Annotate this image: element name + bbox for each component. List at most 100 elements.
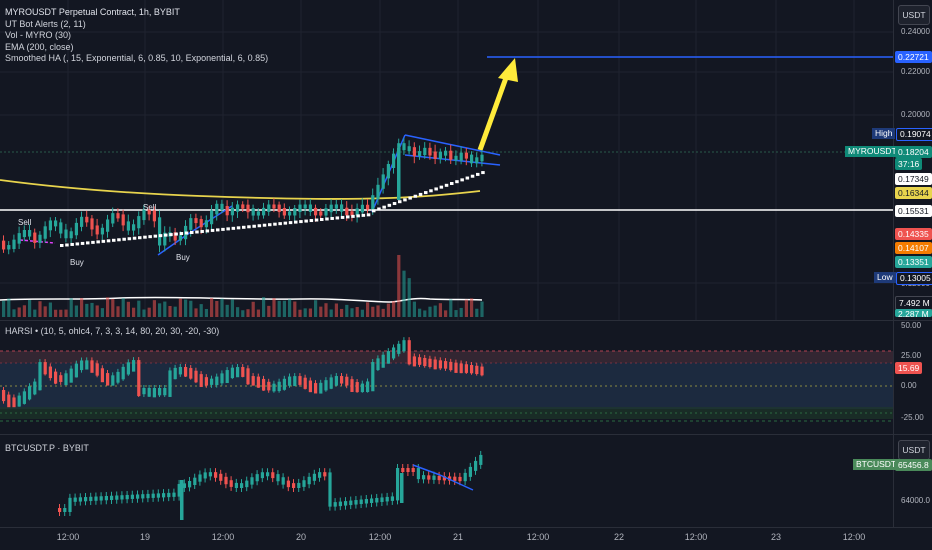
harsi-body <box>308 380 312 393</box>
symbol-title[interactable]: MYROUSDT Perpetual Contract, 1h, BYBIT <box>5 7 180 17</box>
btc-body <box>411 468 415 472</box>
candle-body <box>319 211 323 216</box>
indicator-volume[interactable]: Vol - MYRO (30) <box>5 30 72 40</box>
volume-bar <box>444 310 448 317</box>
btc-body <box>422 475 426 480</box>
candle-body <box>225 206 229 216</box>
candle-body <box>334 204 338 209</box>
main-price-pane[interactable]: MYROUSDT Perpetual Contract, 1h, BYBIT U… <box>0 0 932 320</box>
ha-marker <box>106 239 111 243</box>
candle-body <box>54 220 58 227</box>
currency-button[interactable]: USDT <box>898 5 930 25</box>
btc-body <box>162 493 166 498</box>
harsi-body <box>22 391 26 404</box>
volume-bar <box>277 300 281 317</box>
btc-body <box>266 472 270 477</box>
harsi-body <box>189 368 193 379</box>
btc-body <box>167 492 171 498</box>
harsi-body <box>116 371 120 383</box>
flag-pattern <box>19 134 501 256</box>
btc-body <box>110 495 114 500</box>
btc-body <box>442 476 446 481</box>
candle-body <box>314 207 318 216</box>
ha-marker <box>418 192 423 196</box>
harsi-body <box>184 367 188 377</box>
candle-body <box>137 216 141 229</box>
btc-legend[interactable]: BTCUSDT.P · BYBIT <box>5 443 89 453</box>
btc-body <box>364 499 368 504</box>
indicator-ut-bot[interactable]: UT Bot Alerts (2, 11) <box>5 18 86 29</box>
harsi-body <box>438 360 442 369</box>
btc-currency-button[interactable]: USDT <box>898 440 930 460</box>
ha-marker <box>252 224 256 228</box>
candle-body <box>272 204 276 209</box>
harsi-body <box>428 358 432 367</box>
volume-bar <box>288 299 292 317</box>
pane-separator[interactable] <box>0 320 932 321</box>
volume-bar <box>80 298 84 317</box>
volume-bar <box>329 309 333 317</box>
btc-pane[interactable]: BTCUSDT.P · BYBIT <box>0 435 932 527</box>
btc-body <box>234 482 238 488</box>
btc-body <box>318 472 322 478</box>
indicator-smoothed-ha[interactable]: Smoothed HA (, 15, Exponential, 6, 0.85,… <box>5 53 269 63</box>
harsi-body <box>282 378 286 390</box>
volume-bar <box>168 306 172 317</box>
candle-body <box>199 219 203 228</box>
btc-big-candle <box>180 480 184 520</box>
low-label: Low <box>874 272 896 283</box>
volume-bar <box>48 302 52 317</box>
btc-body <box>58 508 62 512</box>
high-label: High <box>872 128 896 139</box>
btc-body <box>312 473 316 481</box>
volume-bar <box>90 302 94 317</box>
ha-marker <box>460 178 464 182</box>
btc-body <box>385 496 389 502</box>
btc-body <box>255 474 259 482</box>
ha-marker <box>335 216 340 220</box>
volume-bar <box>95 305 99 317</box>
ha-marker <box>132 236 137 240</box>
volume-bar <box>303 308 307 317</box>
harsi-body <box>17 395 21 407</box>
volume-bar <box>236 307 240 317</box>
ha-marker <box>91 240 95 244</box>
harsi-body <box>277 381 281 392</box>
candle-body <box>80 216 84 227</box>
candle-body <box>262 207 266 216</box>
ha-marker <box>153 234 158 238</box>
volume-bar <box>12 309 16 317</box>
indicator-ema[interactable]: EMA (200, close) <box>5 41 74 52</box>
btc-body <box>250 477 254 485</box>
harsi-legend[interactable]: HARSI • (10, 5, ohlc4, 7, 3, 3, 14, 80, … <box>5 326 220 336</box>
candle-body <box>204 220 208 228</box>
btc-body <box>427 475 431 480</box>
harsi-body <box>121 366 125 380</box>
high-price-tag: 0.19074 <box>896 128 932 141</box>
ha-marker <box>231 226 236 230</box>
btc-canvas[interactable] <box>0 435 932 527</box>
ha-marker <box>278 222 282 226</box>
price-chart-canvas[interactable] <box>0 0 932 320</box>
ha-marker <box>424 191 428 195</box>
candle-body <box>418 151 422 157</box>
ha-marker <box>101 239 106 243</box>
btc-body <box>463 472 467 482</box>
btc-body <box>68 497 72 512</box>
candle-body <box>12 239 16 250</box>
candle-body <box>142 209 146 221</box>
btc-body <box>286 480 290 488</box>
time-tick: 12:00 <box>211 532 235 542</box>
ha-marker <box>351 214 355 218</box>
price-axis[interactable] <box>893 0 932 527</box>
breakout-candle <box>397 148 401 200</box>
candle-body <box>38 234 42 243</box>
pane-separator[interactable] <box>0 434 932 435</box>
btc-body <box>78 497 82 502</box>
volume-bar <box>106 297 110 317</box>
harsi-pane[interactable]: HARSI • (10, 5, ohlc4, 7, 3, 3, 14, 80, … <box>0 321 932 434</box>
volume-bar <box>381 308 385 317</box>
harsi-canvas[interactable] <box>0 321 932 434</box>
ha-marker <box>257 224 262 228</box>
ha-marker <box>377 207 381 211</box>
